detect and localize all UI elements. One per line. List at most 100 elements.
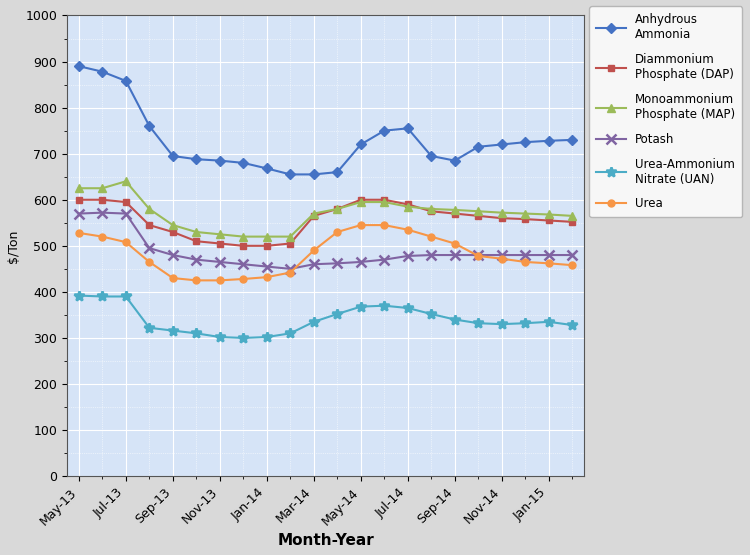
Anhydrous
Ammonia xyxy=(286,171,295,178)
Anhydrous
Ammonia xyxy=(262,165,272,171)
Potash xyxy=(168,252,177,259)
Monoammonium
Phosphate (MAP) xyxy=(238,233,248,240)
Urea-Ammonium
Nitrate (UAN) xyxy=(427,311,436,317)
Anhydrous
Ammonia xyxy=(450,157,459,164)
Urea-Ammonium
Nitrate (UAN) xyxy=(474,320,483,326)
Urea-Ammonium
Nitrate (UAN) xyxy=(262,334,272,340)
Line: Anhydrous
Ammonia: Anhydrous Ammonia xyxy=(75,63,576,178)
Potash xyxy=(192,256,201,263)
Urea xyxy=(238,276,248,282)
Diammonium
Phosphate (DAP) xyxy=(404,201,412,208)
Potash xyxy=(404,253,412,259)
Potash xyxy=(333,260,342,266)
Diammonium
Phosphate (DAP) xyxy=(145,222,154,229)
Urea-Ammonium
Nitrate (UAN) xyxy=(568,322,577,329)
Potash xyxy=(544,252,554,259)
Monoammonium
Phosphate (MAP) xyxy=(380,199,388,205)
Diammonium
Phosphate (DAP) xyxy=(450,210,459,217)
Diammonium
Phosphate (DAP) xyxy=(568,219,577,225)
Diammonium
Phosphate (DAP) xyxy=(192,238,201,245)
Anhydrous
Ammonia xyxy=(380,127,388,134)
Urea xyxy=(568,262,577,269)
Diammonium
Phosphate (DAP) xyxy=(474,213,483,219)
Potash xyxy=(262,263,272,270)
Potash xyxy=(122,210,130,217)
Anhydrous
Ammonia xyxy=(404,125,412,132)
Monoammonium
Phosphate (MAP) xyxy=(192,229,201,235)
Urea-Ammonium
Nitrate (UAN) xyxy=(333,311,342,317)
Urea-Ammonium
Nitrate (UAN) xyxy=(380,302,388,309)
Monoammonium
Phosphate (MAP) xyxy=(286,233,295,240)
Potash xyxy=(98,209,106,216)
Urea-Ammonium
Nitrate (UAN) xyxy=(404,305,412,311)
Urea-Ammonium
Nitrate (UAN) xyxy=(74,292,83,299)
Urea xyxy=(544,260,554,266)
Potash xyxy=(450,252,459,259)
Urea xyxy=(98,233,106,240)
Anhydrous
Ammonia xyxy=(356,141,365,148)
Line: Urea: Urea xyxy=(75,221,576,284)
Anhydrous
Ammonia xyxy=(192,156,201,163)
Anhydrous
Ammonia xyxy=(497,141,506,148)
Urea xyxy=(380,222,388,229)
Urea xyxy=(122,239,130,245)
Urea-Ammonium
Nitrate (UAN) xyxy=(497,321,506,327)
Urea-Ammonium
Nitrate (UAN) xyxy=(520,320,530,326)
Urea-Ammonium
Nitrate (UAN) xyxy=(192,330,201,337)
Line: Urea-Ammonium
Nitrate (UAN): Urea-Ammonium Nitrate (UAN) xyxy=(74,291,577,343)
Diammonium
Phosphate (DAP) xyxy=(520,216,530,223)
Potash xyxy=(309,261,318,268)
Anhydrous
Ammonia xyxy=(238,160,248,166)
Potash xyxy=(568,252,577,259)
Monoammonium
Phosphate (MAP) xyxy=(145,206,154,213)
Urea-Ammonium
Nitrate (UAN) xyxy=(98,293,106,300)
Anhydrous
Ammonia xyxy=(427,153,436,159)
Potash xyxy=(145,245,154,251)
Diammonium
Phosphate (DAP) xyxy=(122,199,130,205)
Urea xyxy=(192,277,201,284)
Anhydrous
Ammonia xyxy=(215,157,224,164)
Diammonium
Phosphate (DAP) xyxy=(238,243,248,249)
Monoammonium
Phosphate (MAP) xyxy=(74,185,83,191)
Monoammonium
Phosphate (MAP) xyxy=(497,209,506,216)
Diammonium
Phosphate (DAP) xyxy=(168,229,177,235)
Monoammonium
Phosphate (MAP) xyxy=(427,206,436,213)
Diammonium
Phosphate (DAP) xyxy=(497,215,506,221)
Anhydrous
Ammonia xyxy=(145,123,154,129)
Monoammonium
Phosphate (MAP) xyxy=(333,206,342,213)
Monoammonium
Phosphate (MAP) xyxy=(356,199,365,205)
Urea-Ammonium
Nitrate (UAN) xyxy=(286,330,295,337)
Anhydrous
Ammonia xyxy=(544,138,554,144)
Y-axis label: $/Ton: $/Ton xyxy=(7,229,20,263)
Anhydrous
Ammonia xyxy=(122,78,130,84)
Urea-Ammonium
Nitrate (UAN) xyxy=(544,319,554,325)
Monoammonium
Phosphate (MAP) xyxy=(450,206,459,213)
Urea xyxy=(262,274,272,280)
Urea xyxy=(520,259,530,265)
Diammonium
Phosphate (DAP) xyxy=(98,196,106,203)
Monoammonium
Phosphate (MAP) xyxy=(168,222,177,229)
Diammonium
Phosphate (DAP) xyxy=(356,196,365,203)
Legend: Anhydrous
Ammonia, Diammonium
Phosphate (DAP), Monoammonium
Phosphate (MAP), Pot: Anhydrous Ammonia, Diammonium Phosphate … xyxy=(590,6,742,218)
Potash xyxy=(356,259,365,265)
Diammonium
Phosphate (DAP) xyxy=(427,208,436,215)
Urea xyxy=(356,222,365,229)
Monoammonium
Phosphate (MAP) xyxy=(474,208,483,215)
Urea xyxy=(427,233,436,240)
Monoammonium
Phosphate (MAP) xyxy=(404,203,412,210)
Anhydrous
Ammonia xyxy=(74,63,83,69)
Line: Diammonium
Phosphate (DAP): Diammonium Phosphate (DAP) xyxy=(75,196,576,249)
Anhydrous
Ammonia xyxy=(98,68,106,75)
Urea xyxy=(404,226,412,233)
Monoammonium
Phosphate (MAP) xyxy=(544,211,554,218)
Potash xyxy=(497,252,506,259)
Potash xyxy=(286,265,295,272)
Urea-Ammonium
Nitrate (UAN) xyxy=(122,293,130,300)
Potash xyxy=(474,252,483,259)
Urea-Ammonium
Nitrate (UAN) xyxy=(238,335,248,341)
Potash xyxy=(427,252,436,259)
Urea xyxy=(286,269,295,276)
Monoammonium
Phosphate (MAP) xyxy=(309,210,318,217)
Urea xyxy=(333,229,342,235)
Potash xyxy=(520,252,530,259)
